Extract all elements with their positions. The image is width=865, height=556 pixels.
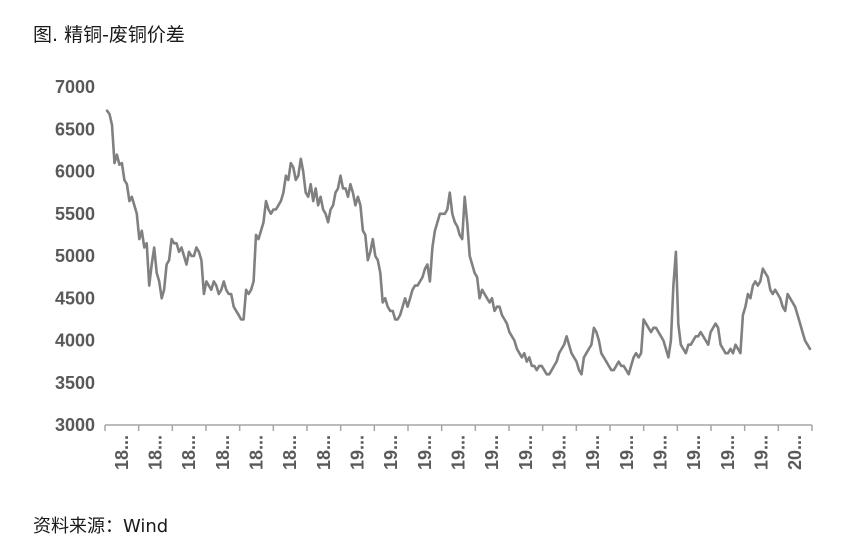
x-tick-label: 19... [718,435,738,470]
y-tick-label: 4500 [55,288,95,308]
x-tick-label: 19... [617,435,637,470]
chart-title: 图. 精铜-废铜价差 [33,24,185,46]
x-tick-label: 19... [449,435,469,470]
plot-area [105,109,812,376]
y-tick-label: 4000 [55,331,95,351]
x-tick-label: 19... [651,435,671,470]
y-tick-label: 5500 [55,204,95,224]
series-line [105,109,812,376]
x-axis: 18... 18... 18... 18... 18... 18... 18... 19...… [104,424,813,470]
x-tick-label: 19... [684,435,704,470]
x-tick-label: 20... [785,435,805,470]
y-tick-label: 5000 [55,246,95,266]
y-axis: 3000 3500 4000 4500 5000 5500 6000 6500 7000 [55,77,95,435]
x-tick-label: 19... [752,435,772,470]
source-note: 资料来源：Wind [33,516,169,537]
x-tick-label: 18... [280,435,300,470]
y-tick-label: 6000 [55,162,95,182]
x-tick-label: 19... [415,435,435,470]
x-tick-label: 19... [516,435,536,470]
x-tick-label: 19... [381,435,401,470]
x-tick-label: 19... [550,435,570,470]
x-tick-label: 19... [583,435,603,470]
y-tick-label: 3500 [55,373,95,393]
x-tick-label: 18... [314,435,334,470]
y-tick-label: 3000 [55,415,95,435]
x-tick-label: 18... [213,435,233,470]
x-tick-label: 18... [146,435,166,470]
x-tick-label: 19... [482,435,502,470]
x-tick-label: 18... [179,435,199,470]
y-tick-label: 7000 [55,77,95,97]
x-tick-label: 18... [247,435,267,470]
x-tick-label: 18... [112,435,132,470]
y-tick-label: 6500 [55,119,95,139]
x-tick-label: 19... [348,435,368,470]
